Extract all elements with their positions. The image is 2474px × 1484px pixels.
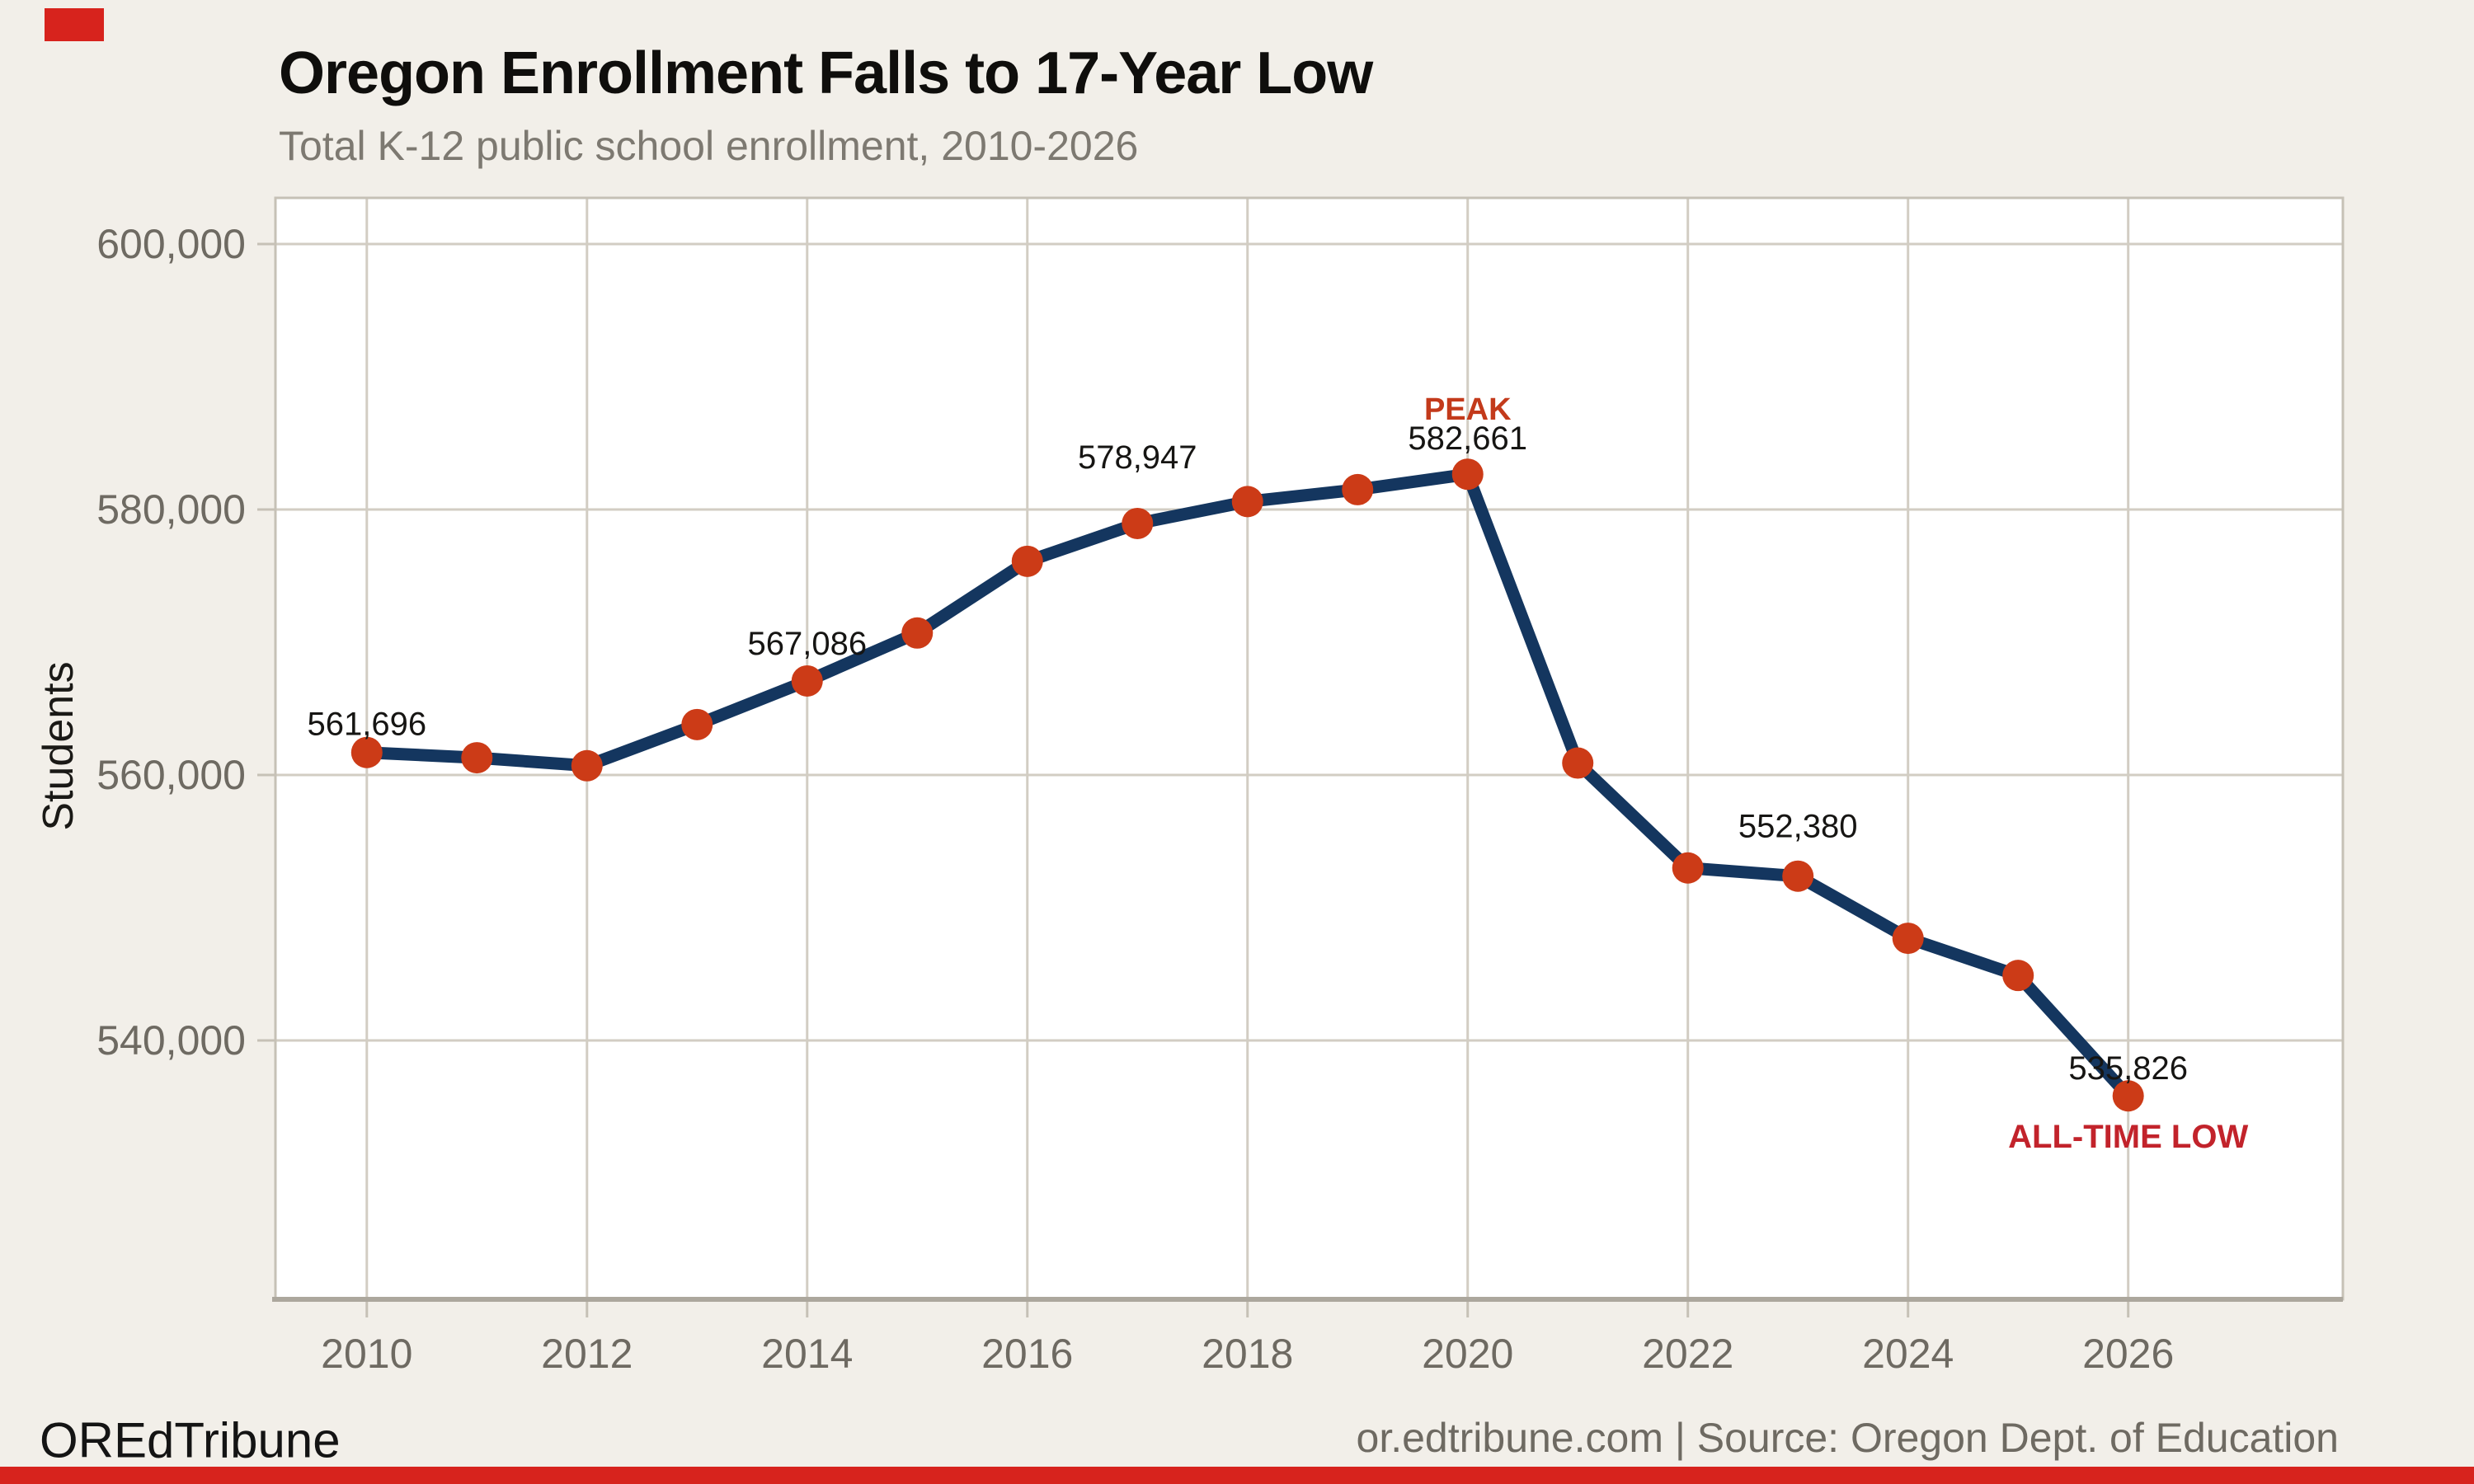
data-point-2019 — [1342, 473, 1374, 505]
brand-name: OREdTribune — [40, 1412, 341, 1468]
data-point-2016 — [1011, 545, 1043, 577]
x-tick-label: 2012 — [541, 1331, 633, 1377]
data-point-2010 — [350, 736, 383, 768]
brand-accent-square — [45, 8, 104, 41]
data-point-label-2010: 561,696 — [308, 707, 427, 743]
data-point-2023 — [1782, 860, 1814, 892]
data-point-2025 — [2002, 960, 2034, 992]
page-subtitle: Total K-12 public school enrollment, 201… — [279, 123, 1139, 169]
data-point-2012 — [571, 749, 603, 782]
x-tick-label: 2020 — [1422, 1331, 1513, 1377]
x-tick-label: 2024 — [1862, 1331, 1954, 1377]
data-point-label-2023: 552,380 — [1738, 809, 1858, 845]
page-title: Oregon Enrollment Falls to 17-Year Low — [279, 40, 1373, 106]
x-tick-label: 2014 — [761, 1331, 853, 1377]
data-point-2026 — [2112, 1080, 2144, 1112]
x-tick-label: 2018 — [1202, 1331, 1293, 1377]
brand-accent-bar — [0, 1467, 2474, 1484]
x-tick-label: 2010 — [321, 1331, 412, 1377]
data-point-2017 — [1122, 507, 1154, 539]
y-tick-label: 600,000 — [96, 221, 246, 267]
data-point-label-2017: 578,947 — [1078, 439, 1197, 476]
data-point-2018 — [1231, 486, 1263, 518]
data-point-2022 — [1672, 852, 1704, 884]
y-tick-label: 580,000 — [96, 486, 246, 533]
x-tick-label: 2022 — [1642, 1331, 1733, 1377]
data-point-2024 — [1892, 923, 1924, 955]
data-point-2013 — [681, 708, 713, 740]
peak-callout: PEAK — [1424, 392, 1512, 427]
all-time-low-callout: ALL-TIME LOW — [2008, 1119, 2248, 1155]
data-point-label-2026: 535,826 — [2068, 1050, 2188, 1087]
y-tick-label: 560,000 — [96, 752, 246, 798]
y-tick-label: 540,000 — [96, 1017, 246, 1064]
x-tick-label: 2016 — [981, 1331, 1073, 1377]
data-point-2015 — [901, 617, 934, 649]
data-point-2011 — [461, 742, 493, 774]
data-point-2021 — [1562, 747, 1594, 779]
data-point-label-2014: 567,086 — [747, 626, 867, 662]
data-point-label-2020: 582,661 — [1408, 420, 1527, 457]
x-tick-label: 2026 — [2082, 1331, 2174, 1377]
data-point-2014 — [791, 665, 823, 697]
data-point-2020 — [1451, 458, 1484, 491]
source-attribution: or.edtribune.com | Source: Oregon Dept. … — [1356, 1415, 2339, 1461]
